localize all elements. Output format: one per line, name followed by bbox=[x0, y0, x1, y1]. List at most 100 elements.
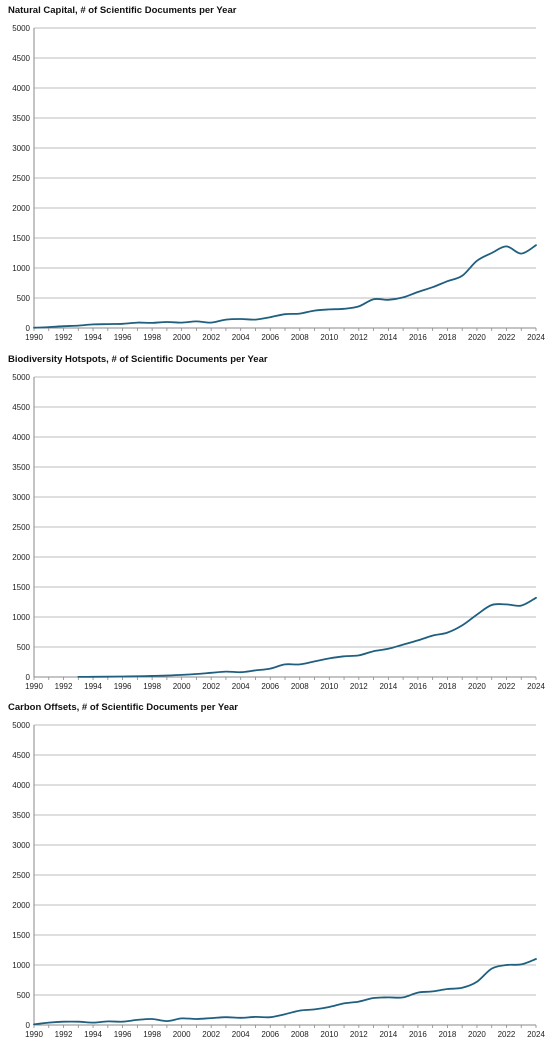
x-tick-label: 2010 bbox=[320, 682, 338, 691]
x-tick-label: 2012 bbox=[350, 682, 368, 691]
y-tick-label: 2500 bbox=[12, 871, 30, 880]
x-tick-label: 1990 bbox=[25, 682, 43, 691]
chart-title: Biodiversity Hotspots, # of Scientific D… bbox=[8, 354, 268, 365]
x-tick-label: 2006 bbox=[261, 1030, 279, 1039]
chart-title: Carbon Offsets, # of Scientific Document… bbox=[8, 702, 238, 713]
x-tick-label: 2022 bbox=[498, 682, 516, 691]
x-tick-label: 2024 bbox=[527, 1030, 545, 1039]
series-line bbox=[77, 596, 537, 678]
x-tick-label: 2024 bbox=[527, 333, 545, 342]
x-tick-label: 2004 bbox=[232, 333, 250, 342]
x-tick-label: 1996 bbox=[114, 1030, 132, 1039]
y-tick-label: 2500 bbox=[12, 174, 30, 183]
x-tick-label: 2016 bbox=[409, 682, 427, 691]
y-tick-label: 1000 bbox=[12, 961, 30, 970]
y-tick-label: 4000 bbox=[12, 781, 30, 790]
x-tick-label: 2004 bbox=[232, 1030, 250, 1039]
x-tick-label: 2012 bbox=[350, 1030, 368, 1039]
x-tick-label: 2024 bbox=[527, 682, 545, 691]
chart-plot: 0 500 1000 1500 2000 2500 3000 3500 4000 4500 5000… bbox=[12, 373, 545, 691]
x-tick-label: 2016 bbox=[409, 333, 427, 342]
chart-biodiversity-hotspots: 0 500 1000 1500 2000 2500 3000 3500 4000 4500 5000… bbox=[0, 349, 550, 696]
y-tick-label: 0 bbox=[26, 673, 31, 682]
x-tick-label: 2010 bbox=[320, 333, 338, 342]
y-tick-label: 3500 bbox=[12, 811, 30, 820]
x-tick-label: 2014 bbox=[379, 333, 397, 342]
y-tick-label: 3000 bbox=[12, 144, 30, 153]
x-tick-label: 1994 bbox=[84, 682, 102, 691]
x-tick-label: 2010 bbox=[320, 1030, 338, 1039]
x-tick-label: 1996 bbox=[114, 682, 132, 691]
y-tick-label: 500 bbox=[17, 294, 31, 303]
x-tick-label: 2012 bbox=[350, 333, 368, 342]
x-tick-label: 1998 bbox=[143, 333, 161, 342]
y-tick-label: 0 bbox=[26, 324, 31, 333]
y-tick-label: 4500 bbox=[12, 751, 30, 760]
series-line bbox=[33, 958, 537, 1026]
x-tick-label: 2002 bbox=[202, 682, 220, 691]
y-tick-label: 5000 bbox=[12, 721, 30, 730]
x-tick-label: 2000 bbox=[173, 333, 191, 342]
x-tick-label: 2008 bbox=[291, 1030, 309, 1039]
series-line bbox=[33, 244, 537, 329]
y-tick-label: 1000 bbox=[12, 613, 30, 622]
x-tick-label: 2022 bbox=[498, 1030, 516, 1039]
y-tick-label: 2000 bbox=[12, 901, 30, 910]
x-tick-label: 2008 bbox=[291, 333, 309, 342]
y-tick-label: 4000 bbox=[12, 84, 30, 93]
x-tick-label: 2000 bbox=[173, 1030, 191, 1039]
x-tick-label: 2008 bbox=[291, 682, 309, 691]
y-tick-label: 1000 bbox=[12, 264, 30, 273]
y-tick-label: 500 bbox=[17, 991, 31, 1000]
y-tick-label: 500 bbox=[17, 643, 31, 652]
x-tick-label: 2006 bbox=[261, 682, 279, 691]
x-tick-label: 1992 bbox=[55, 682, 73, 691]
x-tick-label: 1996 bbox=[114, 333, 132, 342]
x-tick-label: 1992 bbox=[55, 333, 73, 342]
x-tick-label: 2018 bbox=[439, 1030, 457, 1039]
x-tick-label: 2020 bbox=[468, 682, 486, 691]
x-tick-label: 1998 bbox=[143, 1030, 161, 1039]
y-tick-label: 5000 bbox=[12, 373, 30, 382]
x-tick-label: 2020 bbox=[468, 1030, 486, 1039]
y-tick-label: 3500 bbox=[12, 114, 30, 123]
x-tick-label: 2018 bbox=[439, 682, 457, 691]
y-tick-label: 2000 bbox=[12, 553, 30, 562]
x-tick-label: 1990 bbox=[25, 1030, 43, 1039]
y-tick-label: 0 bbox=[26, 1021, 31, 1030]
x-tick-label: 2014 bbox=[379, 1030, 397, 1039]
y-tick-label: 4500 bbox=[12, 54, 30, 63]
chart-plot: 0 500 1000 1500 2000 2500 3000 3500 4000 4500 5000… bbox=[12, 24, 545, 342]
x-tick-label: 2014 bbox=[379, 682, 397, 691]
x-tick-label: 2000 bbox=[173, 682, 191, 691]
x-tick-label: 1998 bbox=[143, 682, 161, 691]
chart-title: Natural Capital, # of Scientific Documen… bbox=[8, 5, 237, 16]
chart-natural-capital: 0 500 1000 1500 2000 2500 3000 3500 4000 4500 5000… bbox=[0, 0, 550, 347]
x-tick-label: 1992 bbox=[55, 1030, 73, 1039]
y-tick-label: 3000 bbox=[12, 841, 30, 850]
x-tick-label: 2016 bbox=[409, 1030, 427, 1039]
x-tick-label: 1990 bbox=[25, 333, 43, 342]
x-tick-label: 2022 bbox=[498, 333, 516, 342]
chart-carbon-offsets: 0 500 1000 1500 2000 2500 3000 3500 4000 4500 5000… bbox=[0, 697, 550, 1042]
x-tick-label: 2004 bbox=[232, 682, 250, 691]
y-tick-label: 1500 bbox=[12, 931, 30, 940]
x-tick-label: 2020 bbox=[468, 333, 486, 342]
y-tick-label: 2500 bbox=[12, 523, 30, 532]
x-tick-label: 1994 bbox=[84, 333, 102, 342]
y-tick-label: 4000 bbox=[12, 433, 30, 442]
y-tick-label: 1500 bbox=[12, 234, 30, 243]
x-tick-label: 2002 bbox=[202, 1030, 220, 1039]
y-tick-label: 4500 bbox=[12, 403, 30, 412]
y-tick-label: 5000 bbox=[12, 24, 30, 33]
chart-plot: 0 500 1000 1500 2000 2500 3000 3500 4000 4500 5000… bbox=[12, 721, 545, 1039]
y-tick-label: 2000 bbox=[12, 204, 30, 213]
x-tick-label: 2006 bbox=[261, 333, 279, 342]
x-tick-label: 1994 bbox=[84, 1030, 102, 1039]
y-tick-label: 3000 bbox=[12, 493, 30, 502]
x-tick-label: 2018 bbox=[439, 333, 457, 342]
x-tick-label: 2002 bbox=[202, 333, 220, 342]
y-tick-label: 1500 bbox=[12, 583, 30, 592]
y-tick-label: 3500 bbox=[12, 463, 30, 472]
